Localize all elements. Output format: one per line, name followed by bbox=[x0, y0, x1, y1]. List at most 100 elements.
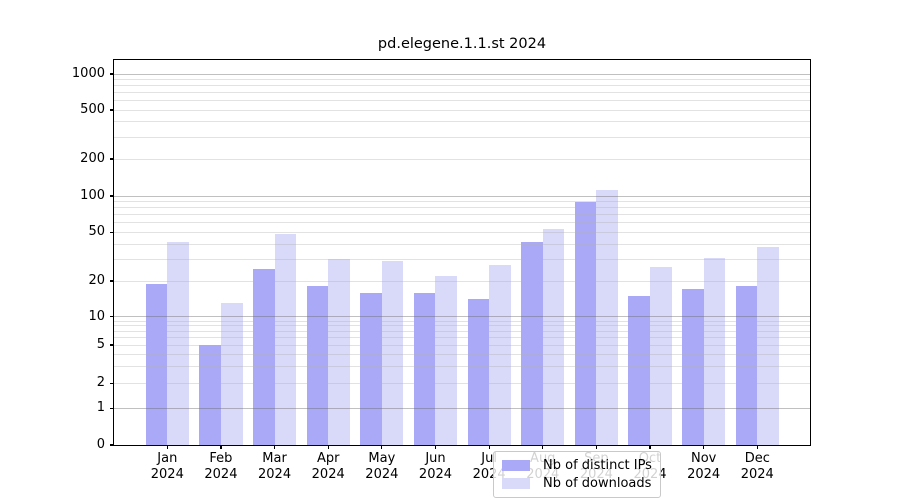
y-tick-mark bbox=[109, 195, 114, 197]
y-tick-label: 50 bbox=[88, 224, 105, 240]
minor-gridline bbox=[114, 243, 810, 245]
legend-label-downloads: Nb of downloads bbox=[543, 476, 652, 491]
y-tick-label: 1000 bbox=[71, 66, 105, 81]
minor-gridline bbox=[114, 353, 810, 355]
bar-downloads-mar bbox=[274, 234, 297, 445]
bar-distinct-ips-apr bbox=[306, 286, 329, 445]
minor-gridline bbox=[114, 92, 810, 94]
minor-gridline bbox=[114, 121, 810, 123]
minor-gridline bbox=[114, 325, 810, 327]
bar-downloads-feb bbox=[220, 303, 243, 445]
x-tick-mark bbox=[166, 445, 168, 449]
y-tick-mark bbox=[109, 344, 114, 346]
y-tick-label: 500 bbox=[80, 102, 105, 117]
minor-gridline bbox=[114, 330, 810, 332]
x-tick-label-may: May 2024 bbox=[365, 451, 399, 482]
bar-distinct-ips-sep bbox=[574, 201, 597, 445]
minor-gridline bbox=[114, 136, 810, 138]
bar-distinct-ips-nov bbox=[682, 289, 704, 445]
minor-gridline bbox=[114, 258, 810, 260]
y-tick-label: 20 bbox=[88, 273, 105, 288]
minor-gridline bbox=[114, 85, 810, 87]
y-tick-mark bbox=[109, 382, 114, 384]
x-tick-mark bbox=[220, 445, 222, 449]
minor-gridline bbox=[114, 109, 810, 111]
legend-label-distinct-ips: Nb of distinct IPs bbox=[543, 458, 652, 473]
legend-row-downloads: Nb of downloads bbox=[502, 476, 652, 491]
y-tick-mark bbox=[109, 444, 114, 446]
x-tick-mark bbox=[649, 445, 651, 449]
legend: Nb of distinct IPs Nb of downloads bbox=[493, 451, 661, 498]
y-tick-mark bbox=[109, 407, 114, 409]
x-tick-mark bbox=[327, 445, 329, 449]
major-gridline bbox=[114, 195, 810, 197]
legend-swatch-downloads bbox=[502, 478, 530, 489]
y-tick-label: 200 bbox=[80, 151, 105, 166]
x-tick-mark bbox=[542, 445, 544, 449]
legend-row-distinct-ips: Nb of distinct IPs bbox=[502, 458, 652, 473]
minor-gridline bbox=[114, 214, 810, 216]
minor-gridline bbox=[114, 201, 810, 203]
bars-layer bbox=[114, 60, 810, 445]
bar-downloads-jun bbox=[435, 275, 458, 445]
minor-gridline bbox=[114, 382, 810, 384]
bar-downloads-jul bbox=[489, 265, 511, 445]
x-tick-label-jan: Jan 2024 bbox=[150, 451, 184, 482]
minor-gridline bbox=[114, 78, 810, 80]
y-tick-label: 2 bbox=[96, 375, 105, 391]
minor-gridline bbox=[114, 365, 810, 367]
x-tick-label-mar: Mar 2024 bbox=[258, 451, 292, 482]
bar-distinct-ips-jul bbox=[467, 299, 490, 445]
bar-distinct-ips-oct bbox=[628, 295, 651, 445]
y-tick-label: 5 bbox=[96, 337, 105, 352]
bar-distinct-ips-jun bbox=[413, 292, 436, 445]
bar-downloads-aug bbox=[542, 229, 565, 445]
x-tick-mark bbox=[756, 445, 758, 449]
x-tick-label-apr: Apr 2024 bbox=[311, 451, 345, 482]
bar-distinct-ips-aug bbox=[521, 241, 543, 445]
bar-downloads-nov bbox=[703, 257, 726, 445]
bar-downloads-jan bbox=[167, 241, 189, 445]
x-tick-mark bbox=[434, 445, 437, 449]
y-tick-mark bbox=[109, 158, 114, 160]
x-tick-label-feb: Feb 2024 bbox=[204, 451, 238, 482]
bar-downloads-oct bbox=[650, 267, 672, 445]
y-tick-mark bbox=[109, 109, 114, 111]
y-tick-label: 1 bbox=[96, 400, 105, 416]
y-tick-mark bbox=[109, 231, 114, 233]
x-tick-label-dec: Dec 2024 bbox=[740, 451, 774, 482]
x-tick-mark bbox=[488, 445, 490, 449]
minor-gridline bbox=[114, 222, 810, 224]
minor-gridline bbox=[114, 207, 810, 209]
y-tick-label: 10 bbox=[88, 308, 105, 324]
bar-distinct-ips-dec bbox=[735, 286, 758, 445]
x-tick-mark bbox=[273, 445, 276, 449]
y-tick-label: 100 bbox=[80, 188, 105, 203]
legend-swatch-distinct-ips bbox=[502, 460, 530, 471]
minor-gridline bbox=[114, 231, 810, 233]
grid-layer bbox=[114, 60, 810, 446]
minor-gridline bbox=[114, 344, 810, 346]
bar-downloads-may bbox=[381, 261, 404, 445]
minor-gridline bbox=[114, 280, 810, 282]
minor-gridline bbox=[114, 158, 810, 160]
bar-distinct-ips-mar bbox=[252, 269, 275, 445]
y-tick-mark bbox=[109, 73, 114, 75]
y-tick-mark bbox=[109, 280, 114, 282]
bar-downloads-apr bbox=[328, 259, 350, 445]
bar-distinct-ips-feb bbox=[199, 345, 221, 445]
bar-downloads-sep bbox=[596, 189, 618, 445]
chart-title: pd.elegene.1.1.st 2024 bbox=[377, 36, 547, 52]
bar-downloads-dec bbox=[757, 246, 779, 445]
x-tick-mark bbox=[381, 445, 383, 449]
minor-gridline bbox=[114, 100, 810, 102]
major-gridline bbox=[114, 73, 810, 75]
x-tick-mark bbox=[595, 445, 597, 449]
major-gridline bbox=[114, 316, 810, 318]
bar-distinct-ips-may bbox=[360, 292, 382, 445]
bar-distinct-ips-jan bbox=[145, 283, 168, 445]
x-tick-label-jun: Jun 2024 bbox=[418, 451, 453, 482]
major-gridline bbox=[114, 407, 810, 409]
plot-area: Nb of distinct IPs Nb of downloads bbox=[114, 60, 810, 498]
